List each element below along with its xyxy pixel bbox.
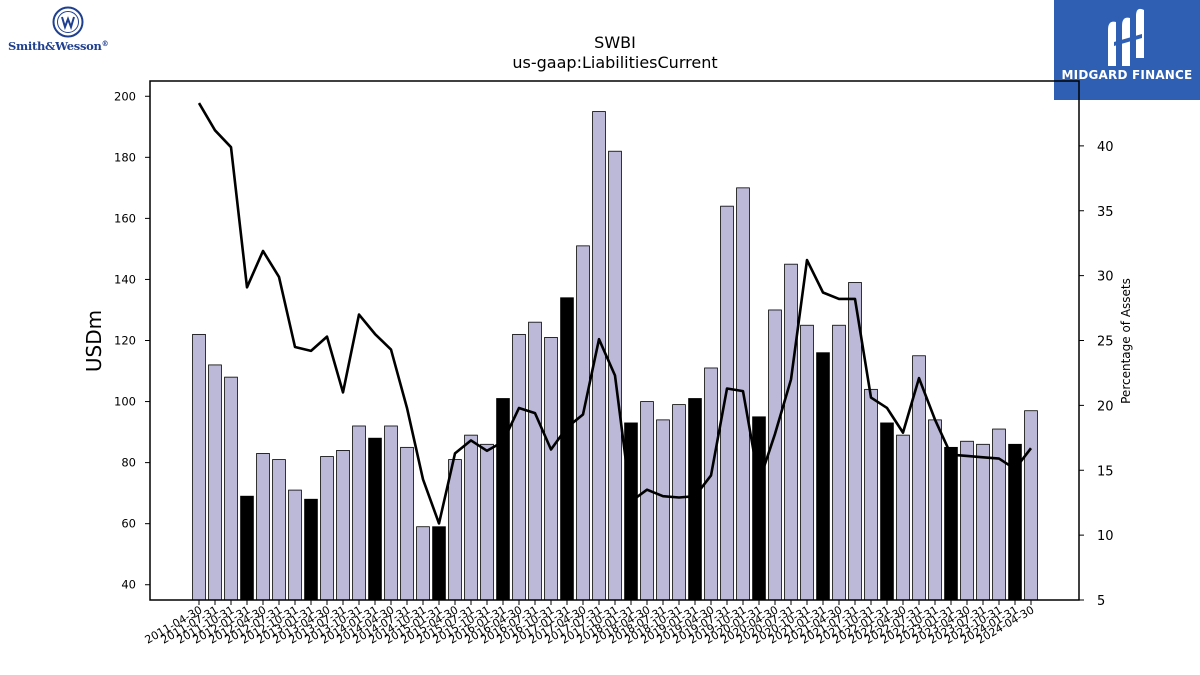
y2-tick-label: 30: [1097, 270, 1114, 285]
bar: [256, 453, 270, 601]
bar: [720, 205, 734, 601]
bar: [976, 443, 990, 601]
smith-wesson-logo: Smith&Wesson®: [8, 6, 128, 58]
x-axis: 2011-04-302011-07-312011-10-312012-01-31…: [143, 600, 1037, 647]
bar: [208, 364, 222, 601]
bar: [1024, 410, 1038, 601]
bar: [368, 437, 382, 601]
y-tick-label: 80: [121, 456, 136, 470]
chart-title: SWBI: [594, 33, 636, 52]
bar: [400, 446, 414, 601]
y-tick-label: 120: [114, 334, 136, 348]
bar: [416, 526, 430, 601]
y2-tick-label: 35: [1097, 205, 1114, 220]
y-tick-label: 40: [121, 578, 136, 592]
bar: [352, 425, 366, 601]
bar: [224, 376, 238, 601]
midgard-finance-mark-icon: [1108, 8, 1144, 66]
bar: [512, 333, 526, 601]
y2-tick-label: 40: [1097, 140, 1114, 155]
bar: [528, 321, 542, 601]
y2-tick-label: 5: [1097, 594, 1105, 609]
bar: [192, 333, 206, 601]
bar: [992, 428, 1006, 601]
y2-tick-label: 25: [1097, 335, 1114, 350]
bar: [288, 489, 302, 601]
y-axis-left: 40 60 80 100 120 140 160 180 200: [114, 89, 150, 592]
bar: [960, 440, 974, 601]
bar: [336, 450, 350, 601]
bar: [544, 337, 558, 601]
y2-tick-label: 10: [1097, 529, 1114, 544]
bar: [480, 443, 494, 601]
bar: [576, 245, 590, 601]
y-tick-label: 140: [114, 272, 136, 286]
bar: [816, 352, 830, 601]
bar: [880, 422, 894, 601]
smith-wesson-seal-icon: [52, 6, 84, 38]
bar: [240, 495, 254, 601]
bar: [448, 459, 462, 601]
y-axis-right: 5 10 15 20 25 30 35 40: [1079, 140, 1114, 609]
bar: [864, 388, 878, 601]
y2-tick-label: 20: [1097, 399, 1114, 414]
y-axis-title: USDm: [82, 310, 106, 372]
bar: [672, 404, 686, 601]
bar: [704, 367, 718, 601]
bar: [272, 459, 286, 601]
y-tick-label: 100: [114, 395, 136, 409]
y2-axis-title: Percentage of Assets: [1119, 278, 1133, 404]
bar: [432, 526, 446, 601]
bar: [752, 416, 766, 601]
y2-tick-label: 15: [1097, 464, 1114, 479]
chart-subtitle: us-gaap:LiabilitiesCurrent: [512, 53, 718, 72]
line-series: [197, 102, 1033, 525]
y-tick-label: 160: [114, 211, 136, 225]
bar: [832, 324, 846, 601]
bar: [688, 398, 702, 601]
bar: [928, 419, 942, 601]
bar: [768, 309, 782, 601]
bar: [640, 401, 654, 601]
y-tick-label: 60: [121, 517, 136, 531]
bar: [320, 456, 334, 601]
bar: [784, 263, 798, 601]
y-tick-label: 180: [114, 150, 136, 164]
y-tick-label: 200: [114, 89, 136, 103]
bar-series: [192, 111, 1038, 601]
bar: [944, 446, 958, 601]
bar: [496, 398, 510, 601]
midgard-finance-name: MIDGARD FINANCE: [1061, 68, 1193, 82]
bar: [624, 422, 638, 601]
bar: [560, 297, 574, 601]
bar: [896, 434, 910, 601]
bar: [304, 498, 318, 601]
bar: [464, 434, 478, 601]
smith-wesson-wordmark: Smith&Wesson®: [8, 39, 109, 53]
bar: [800, 324, 814, 601]
bar: [384, 425, 398, 601]
bar: [656, 419, 670, 601]
